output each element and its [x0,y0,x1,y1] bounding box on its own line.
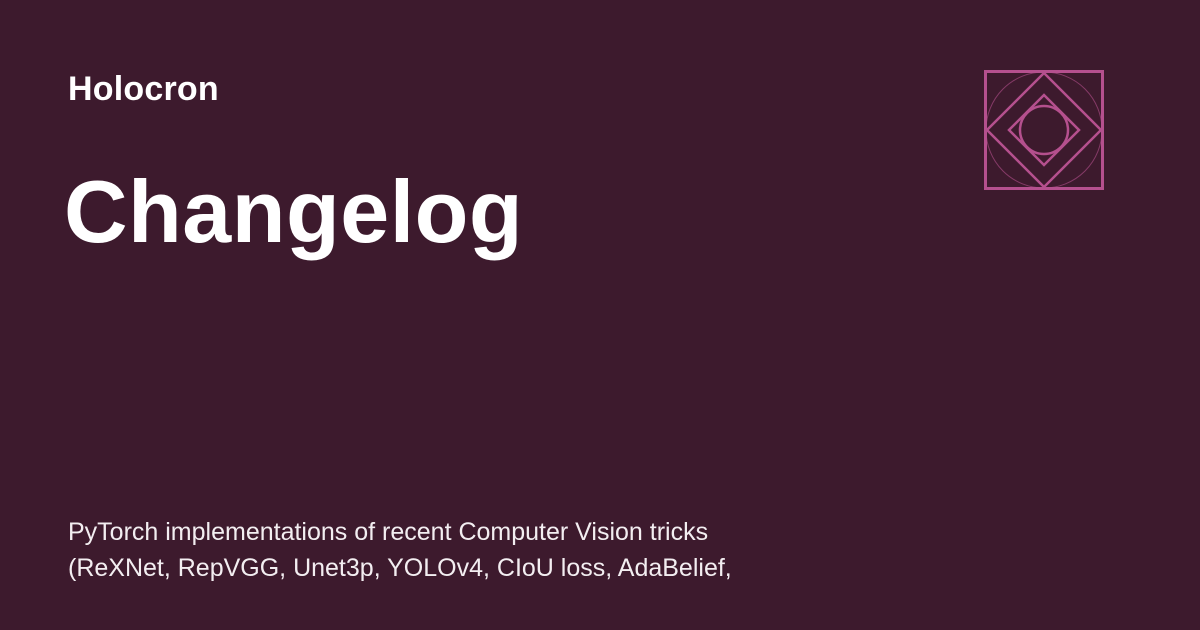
description-line: PyTorch implementations of recent Comput… [68,518,709,546]
page-description: PyTorch implementations of recent Comput… [68,514,828,586]
description-line: (ReXNet, RepVGG, Unet3p, YOLOv4, CIoU lo… [68,554,732,582]
site-name: Holocron [68,70,219,108]
holocron-logo-icon [984,70,1104,190]
page-title: Changelog [64,162,524,261]
